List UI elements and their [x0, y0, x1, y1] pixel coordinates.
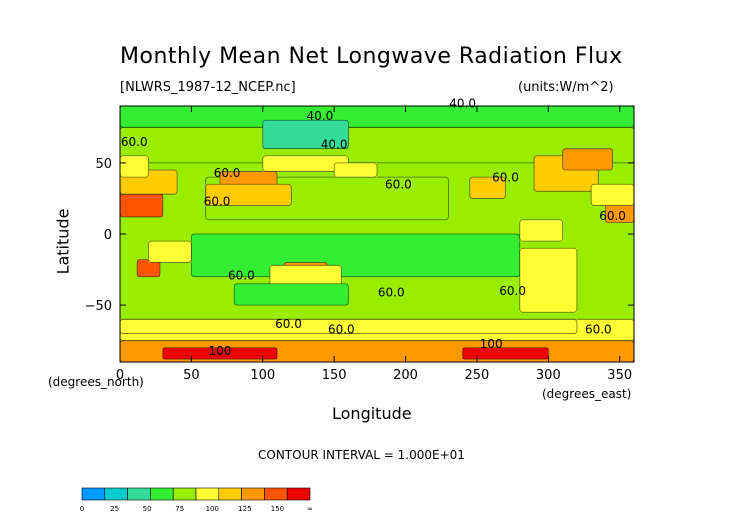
- contour-zone: [120, 155, 149, 178]
- colorbar-label: 100: [206, 505, 219, 513]
- contour-label: 40.0: [307, 109, 334, 123]
- contour-zone: [469, 177, 506, 199]
- contour-line: [519, 219, 564, 242]
- contour-zone: [137, 259, 160, 277]
- contour-line: [333, 162, 378, 178]
- contour-line: [205, 183, 292, 206]
- contour-label: 60.0: [585, 323, 612, 337]
- contour-line: [162, 347, 278, 360]
- contour-zone: [605, 202, 634, 223]
- contour-line: [262, 119, 349, 150]
- contour-zone: [120, 319, 577, 334]
- contour-label: 60.0: [599, 209, 626, 223]
- contour-zone: [562, 148, 613, 170]
- contour-zone: [205, 184, 292, 206]
- contour-label: 60.0: [492, 170, 519, 184]
- contour-label: 60.0: [228, 269, 255, 283]
- contour-label: 60.0: [214, 166, 241, 180]
- contour-label: 40.0: [321, 138, 348, 152]
- x-axis-label: Longitude: [332, 404, 412, 423]
- y-tick-label: 0: [104, 228, 112, 243]
- contour-label: 60.0: [204, 195, 231, 209]
- contour-label: 60.0: [121, 135, 148, 149]
- colorbar-label: 150: [271, 505, 284, 513]
- x-tick-label: 250: [465, 368, 490, 383]
- contour-line: [233, 283, 349, 306]
- contour-zone: [191, 234, 520, 277]
- colorbar-label: ∞: [307, 505, 313, 513]
- x-tick-label: 350: [607, 368, 632, 383]
- contour-zone: [162, 347, 278, 360]
- contour-label: 60.0: [385, 177, 412, 191]
- x-tick-label: 50: [183, 368, 200, 383]
- contour-zone: [519, 248, 577, 313]
- contour-interval-label: CONTOUR INTERVAL = 1.000E+01: [258, 448, 465, 462]
- x-tick-label: 0: [116, 368, 124, 383]
- contour-zone: [120, 106, 634, 128]
- contour-zone: [519, 219, 563, 242]
- contour-zone: [120, 194, 163, 217]
- colorbar-label: 50: [143, 505, 152, 513]
- contour-line: [148, 240, 192, 263]
- colorbar-label: 0: [80, 505, 84, 513]
- chart-title: Monthly Mean Net Longwave Radiation Flux: [120, 44, 623, 69]
- contour-zone: [334, 162, 377, 178]
- colorbar-swatch: [218, 487, 242, 501]
- contour-label: 40.0: [449, 96, 476, 110]
- colorbar-swatch: [127, 487, 151, 501]
- contour-line: [519, 247, 578, 313]
- contour-label: 100: [208, 344, 231, 358]
- contour-label: 60.0: [328, 323, 355, 337]
- x-origin-label: (degrees_north): [48, 375, 144, 389]
- colorbar-swatch: [286, 487, 311, 501]
- x-tick-label: 150: [322, 368, 347, 383]
- colorbar-swatch: [150, 487, 174, 501]
- x-tick-label: 200: [393, 368, 418, 383]
- colorbar-label: 125: [238, 505, 251, 513]
- units-label: (units:W/m^2): [518, 80, 614, 95]
- contour-line: [469, 176, 506, 199]
- colorbar-swatch: [264, 487, 288, 501]
- contour-zone: [234, 283, 349, 306]
- x-tick-label: 300: [536, 368, 561, 383]
- file-label: [NLWRS_1987-12_NCEP.nc]: [120, 80, 296, 95]
- contour-label: 100: [480, 337, 503, 351]
- colorbar-swatch: [104, 487, 128, 501]
- contour-zone: [262, 155, 349, 172]
- contour-line: [562, 148, 613, 171]
- x-units-label: (degrees_east): [542, 387, 632, 401]
- colorbar-label: 75: [175, 505, 184, 513]
- colorbar-swatch: [195, 487, 220, 501]
- y-tick-label: 50: [95, 157, 112, 172]
- colorbar-swatch: [241, 487, 265, 501]
- contour-zone: [148, 241, 192, 263]
- contour-label: 60.0: [499, 284, 526, 298]
- contour-zone: [462, 347, 549, 360]
- colorbar-label: 25: [110, 505, 119, 513]
- x-tick-label: 100: [250, 368, 275, 383]
- contour-zone: [269, 265, 342, 289]
- contour-zone: [591, 184, 634, 206]
- contour-label: 60.0: [275, 317, 302, 331]
- contour-label: 60.0: [378, 286, 405, 300]
- contour-line: [462, 347, 549, 360]
- colorbar-swatch: [81, 487, 106, 501]
- contour-zone: [262, 120, 349, 149]
- colorbar-swatch: [172, 487, 197, 501]
- y-tick-label: −50: [85, 299, 112, 314]
